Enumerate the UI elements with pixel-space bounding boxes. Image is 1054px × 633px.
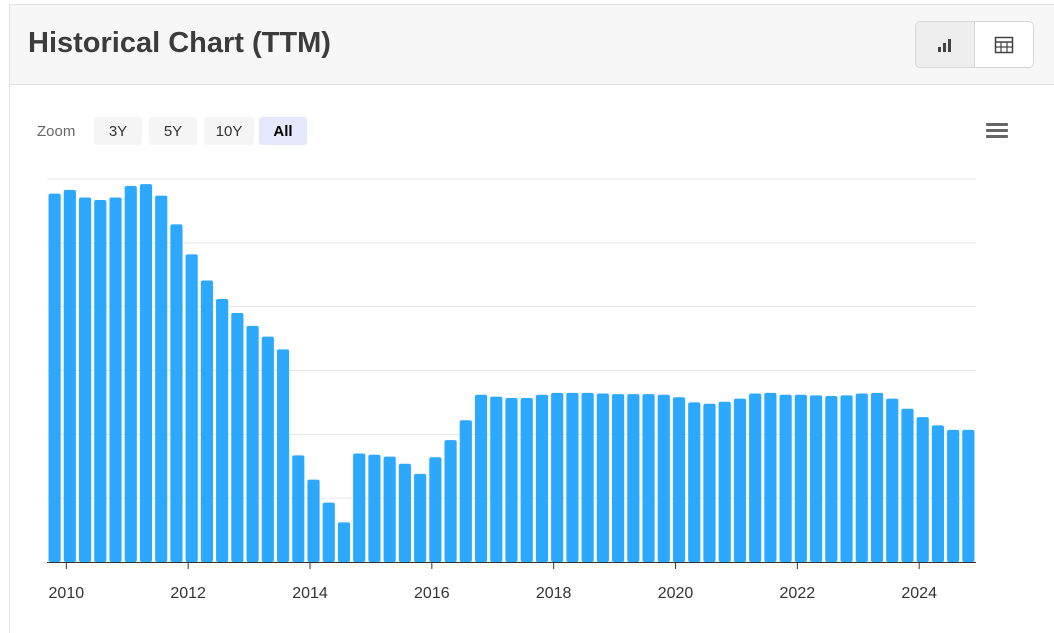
view-toggle (915, 21, 1034, 68)
panel-header: Historical Chart (TTM) (10, 5, 1054, 85)
bar-2021-06[interactable] (749, 393, 762, 562)
x-tick-label-2014: 2014 (292, 585, 328, 602)
bar-2016-09[interactable] (459, 420, 472, 562)
bar-2013-06[interactable] (261, 336, 274, 562)
x-tick-label-2024: 2024 (901, 585, 937, 602)
bar-2018-03[interactable] (551, 392, 564, 562)
bar-2023-06[interactable] (870, 392, 884, 562)
bar-2023-09[interactable] (886, 398, 899, 562)
hamburger-menu-icon[interactable] (986, 120, 1008, 140)
bar-2018-06[interactable] (566, 392, 579, 562)
zoom-3y-button[interactable]: 3Y (94, 117, 142, 145)
bar-2020-03[interactable] (672, 397, 686, 562)
zoom-10y-button[interactable]: 10Y (204, 117, 254, 145)
bar-2022-12[interactable] (840, 395, 853, 562)
bar-2010-09[interactable] (94, 200, 107, 562)
bar-2017-03[interactable] (490, 396, 503, 562)
table-view-button[interactable] (975, 22, 1033, 67)
bar-2012-06[interactable] (200, 280, 213, 563)
bar-2013-09[interactable] (276, 349, 290, 562)
x-tick-label-2022: 2022 (780, 585, 816, 602)
bar-2010-12[interactable] (109, 197, 122, 562)
bar-2015-12[interactable] (414, 473, 427, 562)
bar-2022-03[interactable] (794, 394, 807, 562)
bar-2019-09[interactable] (642, 394, 655, 562)
chart-view-button[interactable] (916, 22, 975, 67)
x-tick-label-2018: 2018 (536, 585, 572, 602)
bar-2017-06[interactable] (505, 397, 518, 562)
bar-2009-12[interactable] (48, 193, 61, 562)
bar-2024-09[interactable] (947, 429, 960, 562)
bar-2011-12[interactable] (170, 224, 183, 562)
bar-2011-06[interactable] (139, 184, 153, 563)
bar-2021-09[interactable] (764, 392, 777, 562)
bar-2019-12[interactable] (657, 394, 670, 562)
zoom-5y-button[interactable]: 5Y (149, 117, 197, 145)
bar-2024-12[interactable] (962, 429, 975, 562)
bar-2011-03[interactable] (124, 186, 137, 562)
bar-2014-12[interactable] (353, 453, 366, 562)
bar-2020-09[interactable] (703, 403, 716, 562)
bar-2015-06[interactable] (383, 456, 396, 562)
bar-2014-03[interactable] (307, 479, 320, 562)
bar-2024-06[interactable] (931, 425, 945, 562)
bar-2016-06[interactable] (444, 440, 457, 562)
bar-2016-03[interactable] (429, 457, 442, 562)
x-axis: 2010 2012 2014 2016 2018 2020 2022 2024 (47, 562, 976, 602)
bar-2022-06[interactable] (810, 395, 823, 562)
page-title: Historical Chart (TTM) (28, 27, 331, 59)
bar-2010-03[interactable] (63, 189, 76, 562)
x-tick-label-2020: 2020 (658, 585, 694, 602)
table-icon (994, 36, 1014, 53)
zoom-all-button[interactable]: All (259, 117, 307, 145)
bar-2018-09[interactable] (581, 392, 594, 562)
bar-chart-icon (938, 38, 951, 52)
x-tick-label-2016: 2016 (414, 585, 450, 602)
bar-2019-03[interactable] (612, 394, 625, 562)
bar-2021-03[interactable] (733, 398, 747, 562)
bar-2013-12[interactable] (292, 455, 305, 562)
bar-2023-12[interactable] (901, 408, 914, 562)
bar-2016-12[interactable] (474, 394, 488, 562)
bar-2019-06[interactable] (627, 394, 640, 562)
bar-2015-09[interactable] (398, 463, 411, 562)
bar-2010-06[interactable] (78, 197, 92, 562)
zoom-label: Zoom (37, 123, 76, 140)
bar-2017-09[interactable] (520, 397, 533, 562)
bar-2022-09[interactable] (825, 396, 838, 562)
bar-2023-03[interactable] (855, 393, 868, 562)
bar-2014-06[interactable] (322, 502, 335, 562)
bar-2020-12[interactable] (718, 401, 731, 562)
bar-2012-03[interactable] (185, 254, 198, 562)
bar-2021-12[interactable] (779, 394, 792, 562)
bars (48, 184, 975, 563)
bar-2015-03[interactable] (368, 454, 381, 562)
bar-2012-12[interactable] (231, 313, 244, 562)
bar-2014-09[interactable] (337, 522, 351, 562)
bar-2013-03[interactable] (246, 325, 259, 562)
bar-2018-12[interactable] (596, 393, 609, 562)
bar-2024-03[interactable] (916, 417, 929, 562)
bar-2017-12[interactable] (535, 394, 549, 562)
bar-2011-09[interactable] (155, 195, 168, 562)
bar-2012-09[interactable] (216, 299, 229, 562)
x-tick-label-2010: 2010 (49, 585, 85, 602)
bar-2020-06[interactable] (688, 402, 701, 562)
x-tick-label-2012: 2012 (170, 585, 206, 602)
